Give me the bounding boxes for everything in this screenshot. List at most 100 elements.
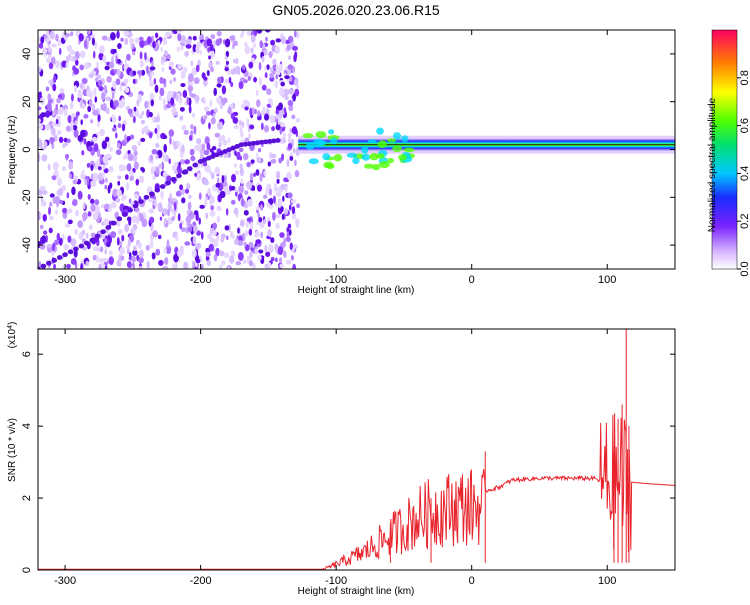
spectrogram-noise-blob xyxy=(69,31,74,37)
spectrogram-noise-blob xyxy=(227,137,231,143)
spectrogram-noise-blob xyxy=(99,128,105,137)
spectrogram-noise-blob xyxy=(250,34,256,43)
spectrogram-track-blob xyxy=(56,255,63,260)
chart-title: GN05.2026.020.23.06.R15 xyxy=(272,2,440,18)
spectrogram-noise-blob xyxy=(132,51,136,56)
spectrogram-noise-blob xyxy=(51,122,58,127)
spectrogram-noise-blob xyxy=(103,217,109,226)
spectrogram-noise-blob xyxy=(175,94,179,102)
spectrogram-noise-blob xyxy=(247,76,251,81)
spectrogram-noise-blob xyxy=(184,159,191,165)
spectrogram-noise-blob xyxy=(224,55,228,60)
spectrogram-noise-blob xyxy=(126,53,131,61)
spectrogram-noise-blob xyxy=(199,204,205,209)
spectrogram-noise-blob xyxy=(131,255,137,263)
spectrogram-noise-blob xyxy=(38,124,44,130)
spectrogram-noise-blob xyxy=(206,38,213,47)
spectrogram-noise-blob xyxy=(169,192,172,202)
spectrogram-noise-blob xyxy=(149,216,155,224)
spectrogram-noise-blob xyxy=(266,88,272,96)
spectrogram-noise-blob xyxy=(194,94,200,102)
spectrogram-noise-blob xyxy=(237,240,244,246)
spectrogram-noise-blob xyxy=(70,258,77,265)
spectrogram-noise-blob xyxy=(274,45,280,54)
spectrogram-noise-blob xyxy=(203,97,206,105)
spectrogram-noise-blob xyxy=(199,49,202,56)
spectrogram-band-blob xyxy=(371,163,381,171)
spectrogram-noise-blob xyxy=(177,63,183,69)
spectrogram-noise-blob xyxy=(188,194,192,199)
spectrogram-noise-blob xyxy=(39,97,45,105)
spectrogram-noise-blob xyxy=(148,197,154,203)
spectrogram-noise-blob xyxy=(267,220,271,228)
spectrogram-noise-blob xyxy=(62,207,68,214)
spectrogram-noise-blob xyxy=(177,33,182,42)
spectrogram-noise-blob xyxy=(48,62,54,70)
spectrogram-noise-blob xyxy=(278,102,283,111)
snr-spikes xyxy=(389,329,630,563)
snr-series-line xyxy=(38,413,675,570)
spectrogram-noise-blob xyxy=(260,231,264,239)
spectrogram-band-blob xyxy=(352,157,360,165)
spectrogram-noise-blob xyxy=(209,99,212,108)
spectrogram-noise-blob xyxy=(221,98,226,106)
spectrogram-noise-blob xyxy=(256,157,262,164)
spectrogram-noise-blob xyxy=(100,104,104,111)
spectrogram-noise-blob xyxy=(210,49,215,59)
spectrogram-noise-blob xyxy=(142,126,149,134)
spectrogram-noise-blob xyxy=(275,170,281,179)
spectrogram-noise-blob xyxy=(277,200,283,209)
spectrogram-noise-blob xyxy=(225,208,229,216)
spectrogram-noise-blob xyxy=(285,259,292,265)
spectrogram-noise-blob xyxy=(212,112,216,118)
spectrogram-noise-blob xyxy=(248,61,254,69)
spectrogram-noise-blob xyxy=(72,124,78,131)
spectrogram-noise-blob xyxy=(116,237,120,246)
spectrogram-noise-blob xyxy=(286,171,292,181)
spectrogram-noise-blob xyxy=(287,64,293,70)
spectrogram-band-blob xyxy=(326,163,335,170)
spectrogram-noise-blob xyxy=(124,58,128,67)
spectrogram-band-blob xyxy=(322,153,331,161)
spectrogram-noise-blob xyxy=(225,50,230,58)
spectrogram-noise-blob xyxy=(187,73,194,83)
spectrogram-noise-blob xyxy=(107,141,111,149)
spectrogram-noise-blob xyxy=(186,209,191,215)
spectrogram-noise-blob xyxy=(224,67,229,72)
spectrogram-noise-blob xyxy=(277,246,284,256)
spectrogram-track-blob xyxy=(127,207,133,213)
spectrogram-noise-blob xyxy=(238,81,244,90)
spectrogram-noise-blob xyxy=(294,159,297,167)
spectrogram-noise-blob xyxy=(97,114,101,122)
spectrogram-noise-blob xyxy=(242,259,247,265)
spectrogram-noise-blob xyxy=(241,120,245,128)
spectrogram-noise-blob xyxy=(71,112,76,120)
spectrogram-noise-blob xyxy=(126,261,132,269)
spectrogram-noise-blob xyxy=(180,227,187,233)
spectrogram-noise-blob xyxy=(121,97,125,106)
spectrogram-noise-blob xyxy=(117,123,122,129)
spectrogram-track-blob xyxy=(78,243,85,249)
spectrogram-noise-blob xyxy=(239,167,244,177)
spectrogram-noise-blob xyxy=(257,254,262,261)
spectrogram-noise-blob xyxy=(132,154,138,163)
snr-y-tick-label: 0 xyxy=(21,567,33,573)
spectrogram-noise-blob xyxy=(269,72,274,79)
spectrogram-noise-blob xyxy=(195,258,201,264)
snr-background xyxy=(38,329,675,570)
spectrogram-noise-blob xyxy=(230,186,236,191)
spectrogram-noise-blob xyxy=(124,37,129,46)
spectrogram-band-blob xyxy=(333,153,343,162)
spectrogram-noise-blob xyxy=(270,257,275,262)
spectrogram-noise-blob xyxy=(75,59,79,66)
spectrogram-noise-blob xyxy=(283,177,288,183)
spectrogram-noise-blob xyxy=(291,206,296,215)
spectrogram-noise-blob xyxy=(161,66,165,73)
spectrogram-noise-blob xyxy=(191,249,197,258)
spectrogram-noise-blob xyxy=(280,137,284,144)
spectrogram-noise-blob xyxy=(72,179,78,185)
spectrogram-noise-blob xyxy=(128,198,132,204)
spectrogram-noise-blob xyxy=(53,75,57,84)
spectrogram-noise-blob xyxy=(73,55,77,62)
spectrogram-noise-blob xyxy=(215,60,220,65)
